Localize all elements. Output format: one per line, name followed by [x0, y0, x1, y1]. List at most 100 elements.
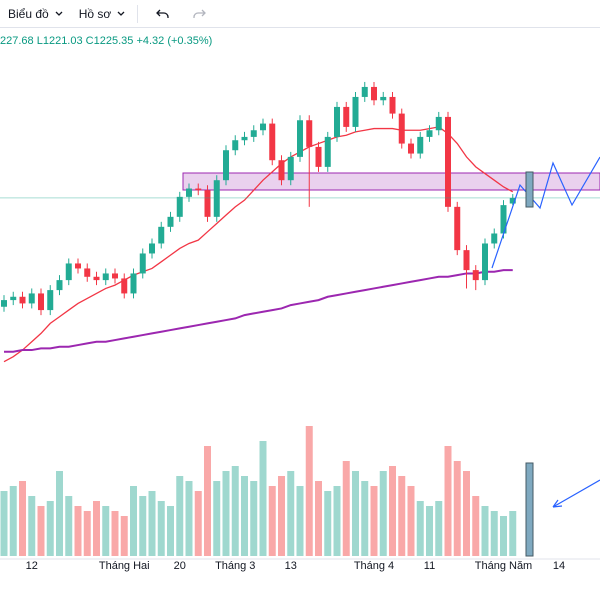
volume-bar — [379, 471, 387, 556]
close-value: C1225.35 — [86, 35, 134, 47]
candle-body — [241, 136, 248, 141]
volume-bar — [490, 511, 498, 556]
forecast-path — [491, 156, 600, 269]
volume-bar — [102, 506, 110, 556]
volume-bar — [241, 476, 248, 556]
candle-body — [371, 86, 377, 101]
volume-bar — [167, 506, 174, 556]
volume-bar — [305, 426, 313, 556]
volume-bar — [74, 506, 82, 556]
volume-bar — [204, 446, 211, 556]
volume-bar — [472, 496, 480, 556]
candle-body — [102, 273, 109, 281]
volume-bar — [157, 501, 165, 556]
x-tick-label: 13 — [285, 560, 297, 572]
volume-bar — [435, 501, 443, 556]
change-value: +4.32 (+0.35%) — [136, 35, 212, 47]
volume-bar — [370, 486, 378, 556]
candle-body — [297, 120, 303, 157]
candle-body — [130, 273, 137, 294]
candle-body — [454, 206, 461, 251]
volume-bar — [176, 476, 184, 556]
candle-body — [408, 143, 414, 154]
candle-body — [158, 226, 165, 244]
moving-average — [3, 126, 514, 363]
volume-bar — [509, 511, 517, 556]
volume-bar — [56, 471, 63, 556]
profile-menu[interactable]: Hồ sơ — [71, 0, 134, 28]
ohlc-header: 227.68 L1221.03 C1225.35 +4.32 (+0.35%) — [0, 35, 212, 47]
candle-body — [482, 243, 488, 281]
volume-bar — [9, 486, 17, 556]
candle-body — [426, 130, 433, 137]
volume-bar — [500, 516, 507, 556]
chart: 227.68 L1221.03 C1225.35 +4.32 (+0.35%) … — [0, 35, 600, 572]
volume-bar — [185, 481, 193, 556]
undo[interactable] — [142, 0, 178, 28]
candle-body — [19, 296, 26, 304]
volume-bar — [416, 501, 424, 556]
volume-bar — [481, 506, 489, 556]
volume-bar — [83, 511, 91, 556]
candle-body — [417, 136, 424, 154]
candle-body — [260, 123, 266, 131]
x-tick-label: 20 — [174, 560, 186, 572]
undo-icon — [156, 9, 169, 18]
volume-bar — [28, 496, 36, 556]
candle-body — [223, 150, 229, 181]
arrow — [552, 479, 600, 508]
x-tick-label: Tháng Hai — [99, 560, 150, 572]
candle-body — [149, 243, 155, 254]
candle-body — [306, 120, 313, 147]
candle-body — [472, 270, 479, 281]
volume-bar — [342, 461, 350, 556]
candle-body — [28, 293, 35, 304]
candle-body — [250, 130, 257, 137]
candle-body — [93, 276, 100, 281]
price-zone — [182, 172, 600, 191]
chevron — [55, 11, 63, 16]
chevron — [117, 11, 125, 16]
volume-bar — [453, 461, 461, 556]
volume-bar — [398, 476, 406, 556]
low-value: L1221.03 — [37, 35, 83, 47]
projection-box — [525, 171, 534, 208]
volume-bar — [407, 486, 415, 556]
chart-menu[interactable]: Biểu đồ — [0, 0, 71, 28]
volume-bar — [444, 446, 452, 556]
volume-bar — [139, 496, 147, 556]
candle-body — [352, 96, 359, 127]
volume-bar — [222, 471, 230, 556]
candle-body — [398, 113, 405, 144]
candle-body — [491, 233, 498, 244]
volume-bar — [315, 481, 322, 556]
candle-body — [361, 86, 368, 97]
candle-body — [112, 273, 118, 279]
x-tick-label: 11 — [424, 560, 435, 572]
volume-bar — [352, 471, 359, 556]
x-tick-label: Tháng 3 — [215, 560, 255, 572]
volume-bar — [259, 441, 267, 556]
volume-bar — [37, 506, 45, 556]
volume-bar — [194, 491, 202, 556]
candle-body — [38, 293, 44, 311]
volume-bar — [463, 471, 470, 556]
volume-bar — [65, 496, 73, 556]
volume-bar — [361, 481, 369, 556]
candle-body — [84, 268, 91, 277]
candle-body — [167, 216, 174, 227]
x-tick-label: Tháng Năm — [475, 560, 532, 572]
candle-body — [509, 197, 516, 204]
candle-body — [278, 160, 285, 181]
volume-bar — [231, 466, 239, 556]
volume-bar — [93, 501, 100, 556]
redo[interactable] — [178, 0, 214, 28]
candle-body — [213, 180, 220, 217]
x-tick-label: 14 — [553, 560, 565, 572]
volume-bar — [333, 486, 341, 556]
volume-bar — [268, 486, 276, 556]
volume-bar — [324, 491, 332, 556]
candle-body — [121, 278, 128, 294]
volume-bar — [0, 491, 8, 556]
